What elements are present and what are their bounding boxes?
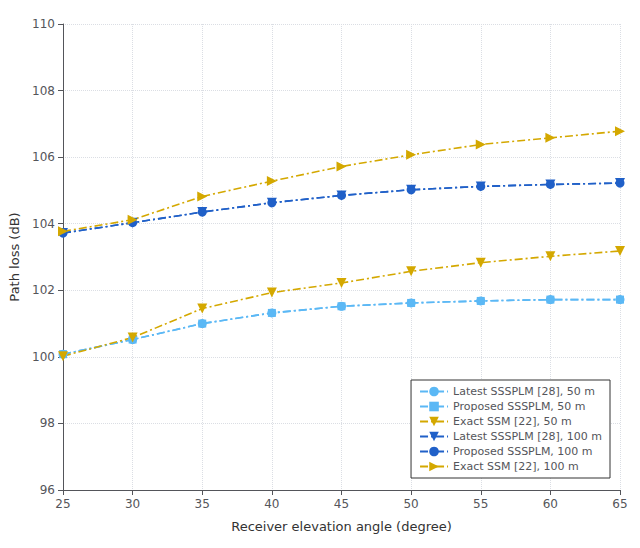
svg-text:55: 55 xyxy=(473,497,488,511)
svg-text:50: 50 xyxy=(403,497,418,511)
svg-text:108: 108 xyxy=(32,84,55,98)
svg-text:96: 96 xyxy=(40,483,55,497)
svg-text:106: 106 xyxy=(32,150,55,164)
svg-text:40: 40 xyxy=(264,497,279,511)
svg-text:Receiver elevation angle (degr: Receiver elevation angle (degree) xyxy=(231,519,452,534)
svg-text:98: 98 xyxy=(40,416,55,430)
svg-text:Exact SSM [22], 100 m: Exact SSM [22], 100 m xyxy=(453,460,579,473)
svg-text:35: 35 xyxy=(195,497,210,511)
svg-text:110: 110 xyxy=(32,17,55,31)
svg-text:60: 60 xyxy=(543,497,558,511)
svg-text:Exact SSM [22], 50 m: Exact SSM [22], 50 m xyxy=(453,415,572,428)
svg-text:Latest SSSPLM [28], 50 m: Latest SSSPLM [28], 50 m xyxy=(453,385,595,398)
svg-text:25: 25 xyxy=(55,497,70,511)
svg-text:65: 65 xyxy=(612,497,627,511)
svg-text:Path loss (dB): Path loss (dB) xyxy=(7,212,22,301)
svg-text:100: 100 xyxy=(32,350,55,364)
svg-text:Proposed SSSPLM, 100 m: Proposed SSSPLM, 100 m xyxy=(453,445,593,458)
svg-text:104: 104 xyxy=(32,217,55,231)
svg-text:Proposed SSSPLM, 50 m: Proposed SSSPLM, 50 m xyxy=(453,400,586,413)
svg-text:45: 45 xyxy=(334,497,349,511)
svg-text:Latest SSSPLM [28], 100 m: Latest SSSPLM [28], 100 m xyxy=(453,430,602,443)
svg-text:102: 102 xyxy=(32,283,55,297)
svg-text:30: 30 xyxy=(125,497,140,511)
